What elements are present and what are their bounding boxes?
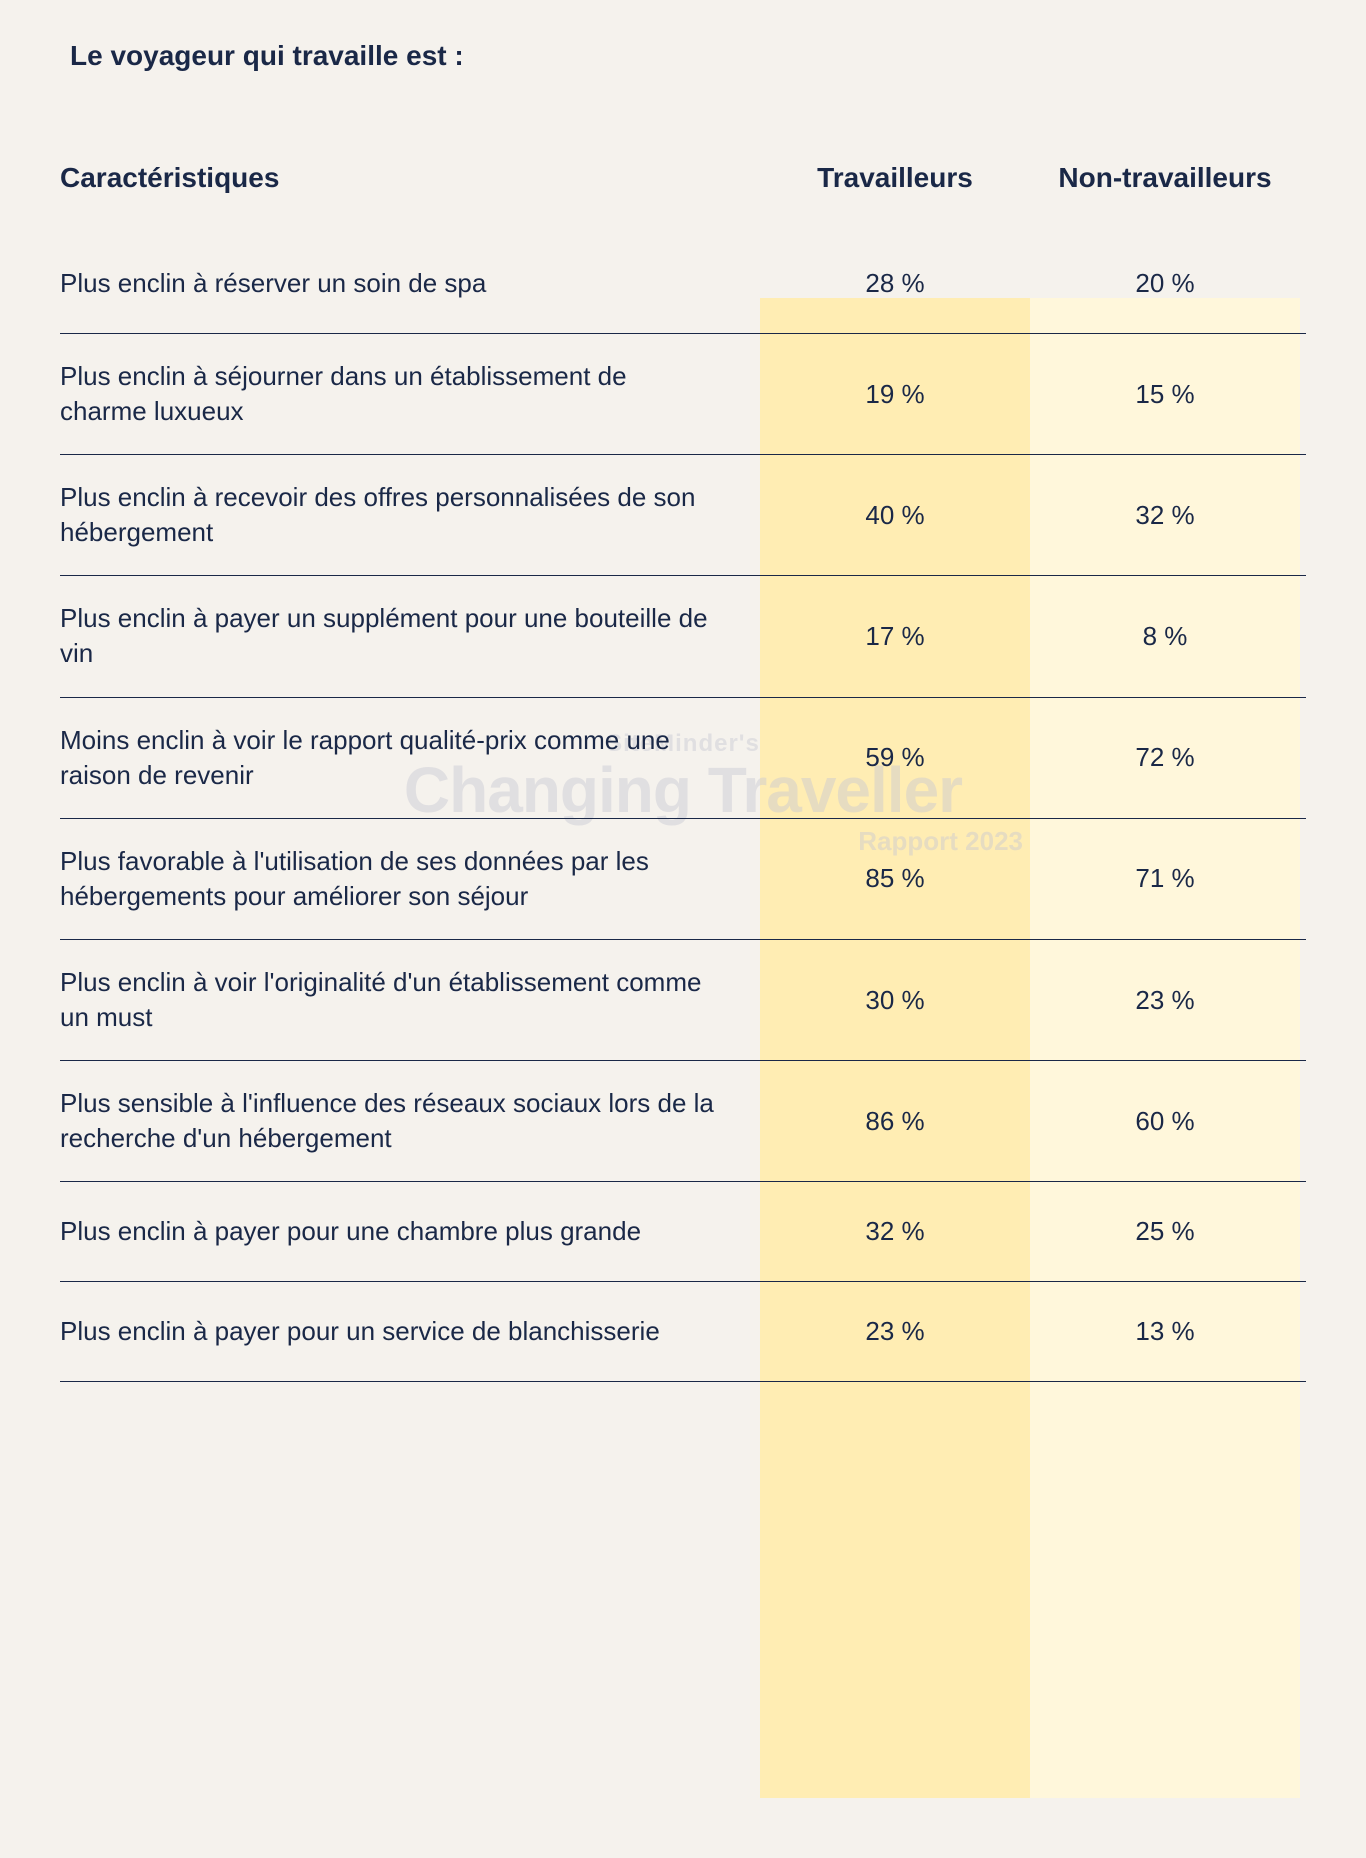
- page-container: Le voyageur qui travaille est : Caractér…: [0, 0, 1366, 1442]
- row-value-workers: 32 %: [760, 1216, 1030, 1247]
- table-row: Plus enclin à séjourner dans un établiss…: [60, 334, 1306, 455]
- row-value-workers: 59 %: [760, 742, 1030, 773]
- row-value-nonworkers: 8 %: [1030, 621, 1300, 652]
- row-value-workers: 30 %: [760, 985, 1030, 1016]
- row-value-nonworkers: 23 %: [1030, 985, 1300, 1016]
- table-row: Plus enclin à réserver un soin de spa28 …: [60, 234, 1306, 334]
- table-body: Plus enclin à réserver un soin de spa28 …: [60, 234, 1306, 1382]
- row-value-nonworkers: 32 %: [1030, 500, 1300, 531]
- table-row: Plus enclin à payer un supplément pour u…: [60, 576, 1306, 697]
- row-label: Plus enclin à réserver un soin de spa: [60, 266, 760, 301]
- row-value-nonworkers: 15 %: [1030, 379, 1300, 410]
- table-header-row: Caractéristiques Travailleurs Non-travai…: [60, 162, 1306, 194]
- table-row: Plus enclin à voir l'originalité d'un ét…: [60, 940, 1306, 1061]
- row-value-nonworkers: 71 %: [1030, 863, 1300, 894]
- table-row: Plus enclin à payer pour une chambre plu…: [60, 1182, 1306, 1282]
- table-row: Moins enclin à voir le rapport qualité-p…: [60, 698, 1306, 819]
- table-row: Plus favorable à l'utilisation de ses do…: [60, 819, 1306, 940]
- row-value-workers: 19 %: [760, 379, 1030, 410]
- row-value-nonworkers: 20 %: [1030, 268, 1300, 299]
- row-label: Plus enclin à voir l'originalité d'un ét…: [60, 965, 760, 1035]
- table-row: Plus sensible à l'influence des réseaux …: [60, 1061, 1306, 1182]
- table-row: Plus enclin à recevoir des offres person…: [60, 455, 1306, 576]
- header-nonworkers: Non-travailleurs: [1030, 162, 1300, 194]
- row-value-nonworkers: 25 %: [1030, 1216, 1300, 1247]
- row-label: Plus enclin à recevoir des offres person…: [60, 480, 760, 550]
- row-value-workers: 23 %: [760, 1316, 1030, 1347]
- row-value-nonworkers: 60 %: [1030, 1106, 1300, 1137]
- row-value-nonworkers: 72 %: [1030, 742, 1300, 773]
- row-value-workers: 28 %: [760, 268, 1030, 299]
- row-value-workers: 85 %: [760, 863, 1030, 894]
- header-workers: Travailleurs: [760, 162, 1030, 194]
- row-label: Plus sensible à l'influence des réseaux …: [60, 1086, 760, 1156]
- row-label: Moins enclin à voir le rapport qualité-p…: [60, 723, 760, 793]
- table-row: Plus enclin à payer pour un service de b…: [60, 1282, 1306, 1382]
- row-label: Plus favorable à l'utilisation de ses do…: [60, 844, 760, 914]
- row-label: Plus enclin à payer pour un service de b…: [60, 1314, 760, 1349]
- row-value-workers: 17 %: [760, 621, 1030, 652]
- row-value-workers: 86 %: [760, 1106, 1030, 1137]
- comparison-table: Caractéristiques Travailleurs Non-travai…: [60, 162, 1306, 1382]
- row-value-workers: 40 %: [760, 500, 1030, 531]
- row-label: Plus enclin à payer pour une chambre plu…: [60, 1214, 760, 1249]
- header-characteristic: Caractéristiques: [60, 162, 760, 194]
- page-title: Le voyageur qui travaille est :: [70, 40, 1306, 72]
- row-value-nonworkers: 13 %: [1030, 1316, 1300, 1347]
- row-label: Plus enclin à séjourner dans un établiss…: [60, 359, 760, 429]
- row-label: Plus enclin à payer un supplément pour u…: [60, 601, 760, 671]
